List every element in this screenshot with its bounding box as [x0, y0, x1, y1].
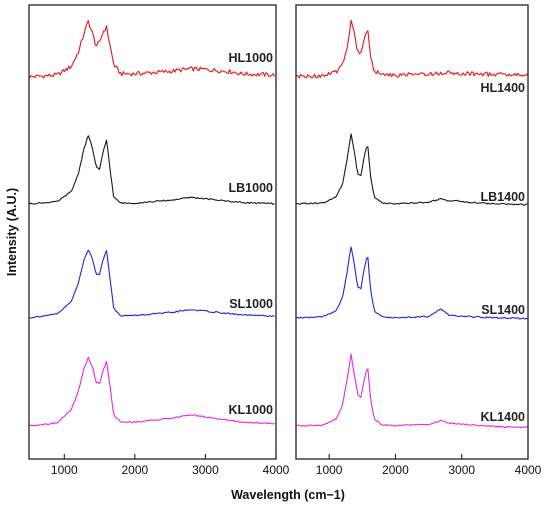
left-plot-frame	[28, 4, 277, 460]
right-x-tick-label-1000: 1000	[316, 463, 343, 477]
series-line-HL1400	[296, 19, 528, 79]
series-label-LB1400: LB1400	[481, 190, 526, 204]
x-axis-title: Wavelength (cm−1)	[231, 488, 345, 502]
series-line-KL1000	[29, 356, 275, 427]
series-label-SL1400: SL1400	[481, 303, 525, 317]
series-line-SL1000	[29, 249, 275, 319]
y-axis-title: Intensity (A.U.)	[5, 188, 19, 276]
series-line-LB1000	[29, 135, 275, 205]
series-line-LB1400	[296, 133, 528, 206]
series-line-SL1400	[296, 246, 528, 320]
right-x-tick-label-2000: 2000	[382, 463, 409, 477]
left-panel: 1000 2000 3000 4000 HL1000 LB1000 SL1000 KL1000	[28, 4, 290, 477]
series-label-KL1400: KL1400	[481, 410, 526, 424]
left-x-tick-label-2000: 2000	[122, 463, 149, 477]
series-label-KL1000: KL1000	[229, 403, 274, 417]
series-line-KL1400	[296, 353, 528, 429]
series-label-HL1400: HL1400	[481, 81, 526, 95]
series-label-LB1000: LB1000	[229, 181, 274, 195]
series-line-HL1000	[29, 20, 276, 79]
right-x-tick-label-4000: 4000	[515, 463, 542, 477]
series-label-SL1000: SL1000	[229, 297, 273, 311]
left-x-tick-label-1000: 1000	[51, 463, 78, 477]
right-plot-frame	[295, 4, 529, 460]
right-panel: 1000 2000 3000 4000 HL1400 LB1400 SL1400 KL1400	[295, 4, 542, 477]
right-x-tick-label-3000: 3000	[448, 463, 475, 477]
series-label-HL1000: HL1000	[229, 51, 274, 65]
left-x-tick-label-4000: 4000	[263, 463, 290, 477]
left-x-tick-label-3000: 3000	[192, 463, 219, 477]
